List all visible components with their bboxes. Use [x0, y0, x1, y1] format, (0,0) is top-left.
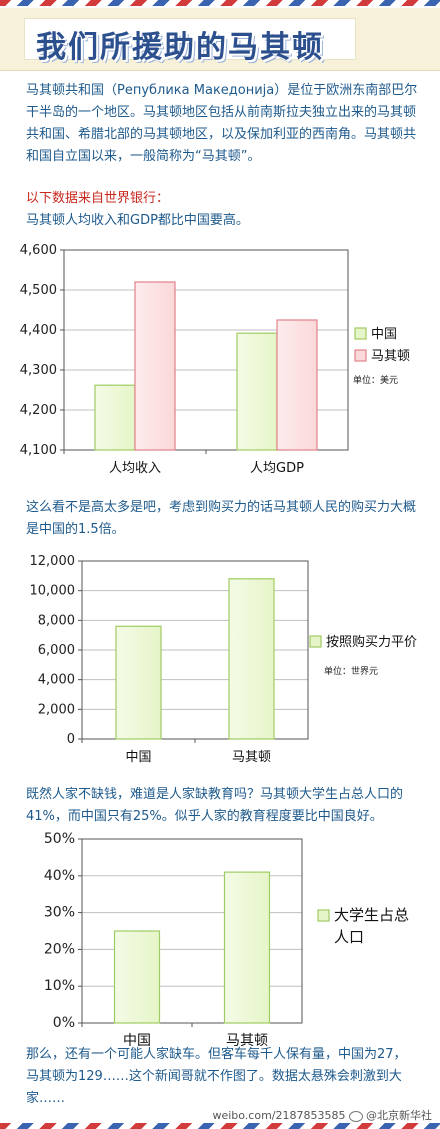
y-tick-label: 6,000 [38, 643, 75, 658]
y-tick-label: 8,000 [38, 613, 75, 628]
bar-macedonia [134, 281, 176, 451]
header-banner: 我们所援助的马其顿 [0, 8, 440, 71]
legend-label: 中国 [371, 327, 397, 342]
legend-label: 按照购买力平价 [326, 634, 417, 650]
y-tick-label: 30% [44, 905, 75, 921]
x-category-label: 人均收入 [109, 461, 161, 476]
y-tick-label: 4,600 [20, 243, 57, 258]
y-tick-label: 4,300 [20, 363, 57, 378]
title-box [24, 18, 356, 60]
x-category-label: 马其顿 [232, 750, 271, 765]
y-tick-label: 40% [44, 868, 75, 884]
y-tick-label: 50% [44, 831, 75, 847]
x-category-label: 马其顿 [226, 1033, 268, 1046]
bar-macedonia [223, 871, 271, 1024]
bar-china [94, 384, 136, 451]
bar-macedonia [276, 319, 318, 451]
legend-swatch [317, 909, 330, 922]
y-tick-label: 0% [53, 1015, 75, 1031]
legend-swatch [309, 635, 322, 648]
source-note: 以下数据来自世界银行： [26, 191, 170, 206]
bar-china [115, 625, 162, 740]
watermark-handle: @北京新华社 [366, 1109, 432, 1122]
y-tick-label: 0 [67, 732, 75, 747]
y-tick-label: 4,100 [20, 443, 57, 458]
y-tick-label: 12,000 [30, 554, 76, 569]
legend-label: 马其顿 [371, 349, 410, 364]
x-category-label: 中国 [123, 1033, 151, 1046]
x-category-label: 中国 [125, 750, 151, 765]
y-tick-label: 10,000 [30, 584, 76, 599]
income-gdp-chart: 4,100 4,200 4,300 4,400 4,500 4,600 人均收入 人均GDP 中… [20, 243, 410, 476]
legend-label: 大学生占总人口 [334, 906, 409, 946]
education-chart: 0% 10% 20% 30% 40% 50% 中国 马其顿 大学生占总人口 [44, 831, 409, 1046]
income-gdp-note: 马其顿人均收入和GDP都比中国要高。 [26, 213, 249, 228]
y-tick-label: 2,000 [38, 702, 75, 717]
education-paragraph: 既然人家不缺钱，难道是人家缺教育吗？马其顿大学生占总人口的41%，而中国只有25… [26, 787, 404, 824]
unit-label: 单位：世界元 [324, 665, 378, 677]
y-tick-label: 10% [44, 978, 75, 994]
y-tick-label: 4,400 [20, 323, 57, 338]
unit-label: 单位：美元 [353, 374, 398, 386]
y-tick-label: 4,000 [38, 673, 75, 688]
x-category-label: 人均GDP [250, 461, 304, 476]
weibo-icon [349, 1110, 363, 1122]
y-tick-label: 20% [44, 941, 75, 957]
car-paragraph: 那么，还有一个可能人家缺车。但客车每千人保有量，中国为27，马其顿为129……这… [26, 1047, 407, 1106]
bottom-border-stripe [0, 1123, 440, 1129]
y-tick-label: 4,500 [20, 283, 57, 298]
top-border-stripe [0, 0, 440, 6]
watermark-url: weibo.com/2187853585 [212, 1109, 346, 1122]
ppp-paragraph: 这么看不是高太多是吧，考虑到购买力的话马其顿人民的购买力大概是中国的1.5倍。 [26, 500, 417, 537]
weibo-watermark: weibo.com/2187853585 @北京新华社 [212, 1107, 432, 1123]
bar-china [236, 332, 278, 451]
legend-swatch [354, 327, 367, 340]
y-tick-label: 4,200 [20, 403, 57, 418]
bar-china [113, 930, 161, 1024]
intro-paragraph: 马其顿共和国（Република Македонија）是位于欧洲东南部巴尔干半… [26, 83, 418, 164]
ppp-chart: 0 2,000 4,000 6,000 8,000 10,000 12,000 中国 马其顿 按照… [30, 554, 418, 765]
bar-macedonia [228, 578, 275, 740]
legend-swatch [354, 349, 367, 362]
page-title: 我们所援助的马其顿 [36, 30, 324, 65]
